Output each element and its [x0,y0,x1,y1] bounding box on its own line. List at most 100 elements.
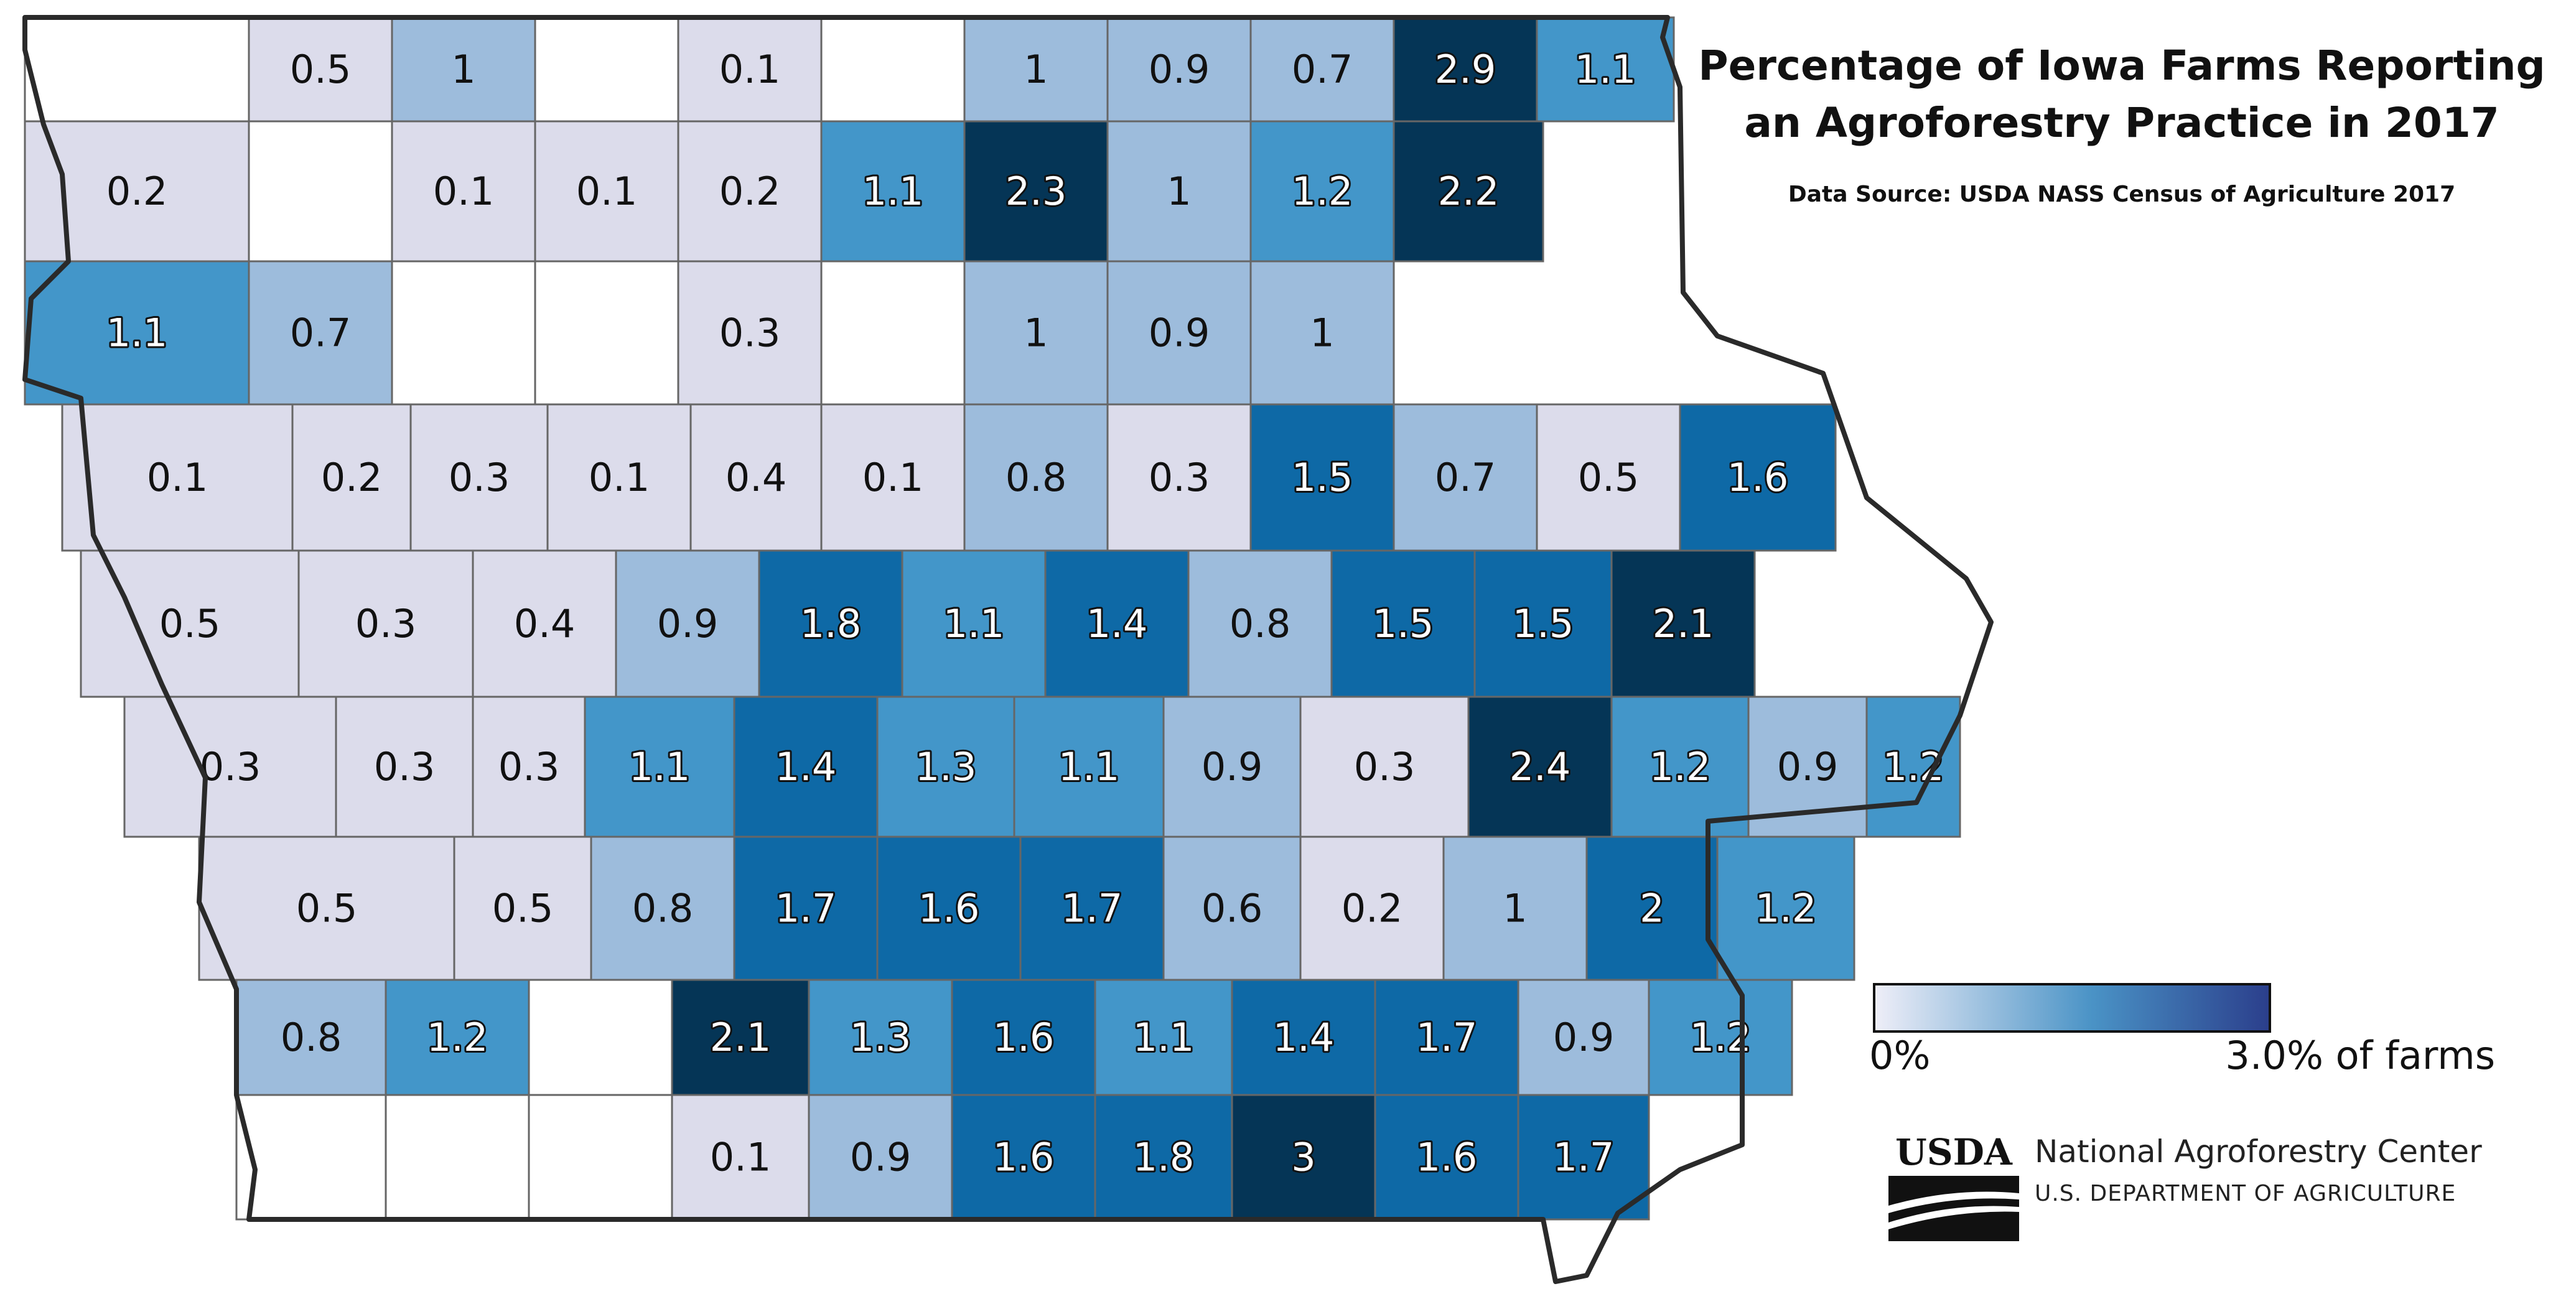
county-value-label: 0.3 [449,455,510,500]
county-7-5 [951,979,1096,1096]
county-value-label: 1.1 [1058,744,1120,789]
county-0-0 [24,16,250,123]
county-8-6 [1094,1094,1233,1221]
county-8-2 [528,1094,673,1221]
county-value-label: 0.1 [710,1135,772,1180]
county-7-3 [671,979,810,1096]
county-value-label: 1.1 [862,169,924,214]
county-1-6 [963,120,1109,263]
county-5-4 [733,696,879,838]
county-value-label: 0.3 [1149,455,1210,500]
county-value-label: 0.9 [1149,47,1210,92]
county-value-label: 0.1 [862,455,924,500]
county-2-6 [963,260,1109,406]
county-value-label: 0.9 [1553,1015,1615,1060]
county-value-label: 0.3 [1354,744,1416,789]
county-value-label: 1.6 [1416,1135,1478,1180]
county-value-label: 0.8 [281,1015,342,1060]
county-1-9 [1393,120,1544,263]
county-7-9 [1517,979,1650,1096]
county-value-label: 0.3 [719,310,781,356]
county-value-label: 1.6 [993,1015,1055,1060]
county-3-4 [689,403,823,552]
county-value-label: 0.9 [657,601,719,646]
county-value-label: 0.2 [1342,886,1403,931]
county-value-label: 1 [1310,310,1334,356]
county-value-label: 2 [1640,886,1664,931]
county-8-5 [951,1094,1096,1221]
county-8-7 [1231,1094,1376,1221]
county-value-label: 1.5 [1513,601,1574,646]
county-6-10 [1716,836,1855,981]
county-7-7 [1231,979,1376,1096]
county-2-3 [534,260,679,406]
county-value-label: 0.3 [498,744,560,789]
agency-name: National Agroforestry Center [2035,1134,2482,1170]
county-value-label: 1 [451,47,475,92]
county-value-label: 1.7 [1553,1135,1615,1180]
county-7-0 [235,979,387,1096]
county-value-label: 0.6 [1202,886,1263,931]
county-value-label: 1.5 [1292,455,1353,500]
county-value-label: 0.3 [355,601,417,646]
county-4-7 [1187,549,1333,698]
county-2-1 [248,260,393,406]
county-value-label: 1.7 [1416,1015,1478,1060]
legend-color-ramp [1873,983,2271,1033]
county-value-label: 0.1 [147,455,208,500]
usda-logo: USDA [1888,1132,2019,1241]
county-value-label: 0.8 [1230,601,1291,646]
county-value-label: 2.1 [1653,601,1714,646]
county-0-3 [534,16,679,123]
county-4-6 [1044,549,1190,698]
county-value-label: 0.9 [850,1135,912,1180]
county-8-0 [235,1094,387,1221]
county-value-label: 0.9 [1149,310,1210,356]
county-value-label: 1.6 [993,1135,1055,1180]
county-3-10 [1536,403,1681,552]
county-4-3 [615,549,760,698]
county-3-6 [963,403,1109,552]
county-1-4 [677,120,823,263]
county-5-6 [1013,696,1165,838]
county-4-8 [1330,549,1476,698]
county-value-label: 2.1 [710,1015,772,1060]
county-0-1 [248,16,393,123]
county-4-9 [1473,549,1613,698]
county-value-label: 1.7 [775,886,837,931]
county-value-label: 1.2 [1650,744,1711,789]
state-outline [22,15,1994,1284]
county-value-label: 0.7 [1292,47,1353,92]
county-value-label: 1 [1024,310,1048,356]
title-line-1: Percentage of Iowa Farms Reporting [1698,42,2546,90]
county-value-label: 1.7 [1062,886,1123,931]
county-1-2 [391,120,536,263]
county-value-label: 0.9 [1202,744,1263,789]
county-7-2 [528,979,673,1096]
county-value-label: 1.4 [1273,1015,1335,1060]
county-3-9 [1393,403,1538,552]
county-value-label: 0.7 [290,310,352,356]
county-0-4 [677,16,823,123]
county-value-label: 1.5 [1373,601,1434,646]
county-6-1 [453,836,592,981]
department-name: U.S. DEPARTMENT OF AGRICULTURE [2035,1181,2457,1206]
county-0-5 [820,16,966,123]
county-value-label: 2.4 [1510,744,1571,789]
county-3-1 [291,403,412,552]
county-value-label: 0.9 [1777,744,1839,789]
map-title: Percentage of Iowa Farms Reporting an Ag… [1692,37,2551,152]
county-8-8 [1374,1094,1519,1221]
county-value-label: 0.7 [1435,455,1496,500]
county-5-10 [1610,696,1750,838]
county-value-label: 0.1 [433,169,495,214]
county-value-label: 0.4 [514,601,576,646]
county-0-2 [391,16,536,123]
county-1-3 [534,120,679,263]
county-5-7 [1162,696,1302,838]
county-value-label: 3 [1291,1135,1315,1180]
county-value-label: 1 [1024,47,1048,92]
county-5-5 [876,696,1015,838]
county-value-label: 1.1 [106,310,168,356]
county-value-label: 1.6 [918,886,980,931]
